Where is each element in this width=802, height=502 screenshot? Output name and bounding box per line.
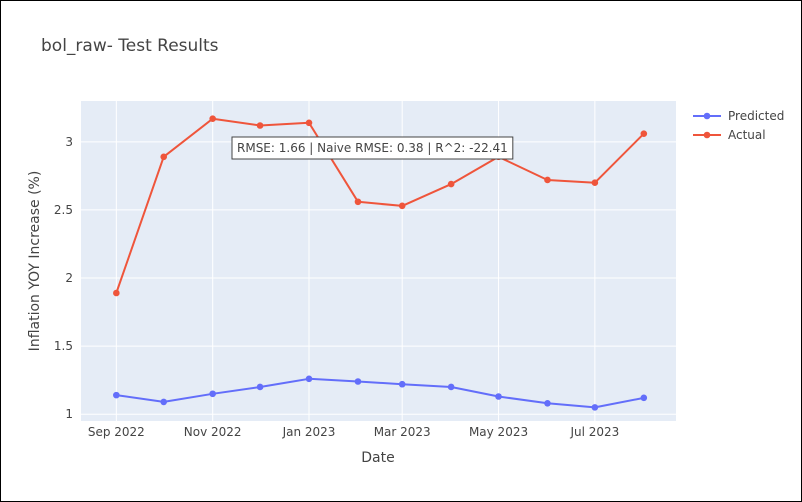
- y-axis-title: Inflation YOY Increase (%): [27, 171, 43, 352]
- series-layer: [113, 115, 648, 411]
- actual-point: [209, 115, 216, 123]
- predicted-point: [256, 383, 264, 391]
- actual-point: [305, 119, 313, 127]
- predicted-point: [354, 378, 362, 385]
- y-tick-label: 1: [65, 407, 73, 421]
- annotation-box: [231, 136, 514, 160]
- predicted-point: [447, 383, 455, 391]
- actual-point: [113, 289, 120, 297]
- y-tick-label: 3: [65, 135, 73, 149]
- actual-point: [640, 130, 648, 137]
- predicted-point: [398, 380, 406, 388]
- actual-point: [398, 202, 406, 210]
- predicted-point: [160, 398, 168, 406]
- x-tick-label: Jan 2023: [282, 425, 336, 439]
- y-axis-ticks: 1 1.5 2 2.5 3: [54, 135, 73, 421]
- predicted-point: [591, 404, 599, 411]
- y-tick-label: 1.5: [54, 339, 73, 353]
- x-tick-label: Jul 2023: [569, 425, 619, 439]
- predicted-point: [495, 393, 502, 400]
- x-axis-title: Date: [361, 450, 394, 466]
- annotation-text: RMSE: 1.66 | Naive RMSE: 0.38 | R^2: -22…: [237, 141, 508, 155]
- x-tick-label: Mar 2023: [374, 425, 431, 439]
- legend-label: Actual: [728, 128, 766, 142]
- actual-point: [447, 180, 455, 188]
- chart-title: bol_raw- Test Results: [41, 36, 219, 56]
- y-tick-label: 2.5: [54, 203, 73, 217]
- actual-point: [256, 122, 264, 129]
- x-tick-label: May 2023: [469, 425, 528, 439]
- legend[interactable]: Predicted Actual: [693, 109, 784, 142]
- legend-label: Predicted: [728, 109, 784, 123]
- actual-point: [160, 153, 168, 161]
- predicted-point: [640, 394, 648, 402]
- predicted-point: [209, 390, 216, 398]
- y-tick-label: 2: [65, 271, 73, 285]
- legend-item-predicted[interactable]: Predicted: [693, 109, 784, 123]
- predicted-line: [116, 377, 644, 409]
- x-axis-ticks: Sep 2022 Nov 2022 Jan 2023 Mar 2023 May 2023…: [88, 425, 619, 439]
- legend-item-actual[interactable]: Actual: [693, 128, 766, 142]
- legend-swatch-marker: [703, 131, 711, 139]
- predicted-point: [544, 399, 551, 407]
- predicted-point: [305, 375, 313, 383]
- predicted-point: [113, 391, 120, 399]
- actual-point: [354, 198, 362, 206]
- metrics-annotation: RMSE: 1.66 | Naive RMSE: 0.38 | R^2: -22…: [231, 136, 514, 160]
- actual-line: [115, 117, 645, 294]
- actual-point: [544, 176, 551, 184]
- legend-swatch-marker: [703, 112, 711, 120]
- x-tick-label: Nov 2022: [184, 425, 242, 439]
- x-tick-label: Sep 2022: [88, 425, 145, 439]
- actual-point: [591, 179, 599, 187]
- predicted-series: [113, 375, 648, 411]
